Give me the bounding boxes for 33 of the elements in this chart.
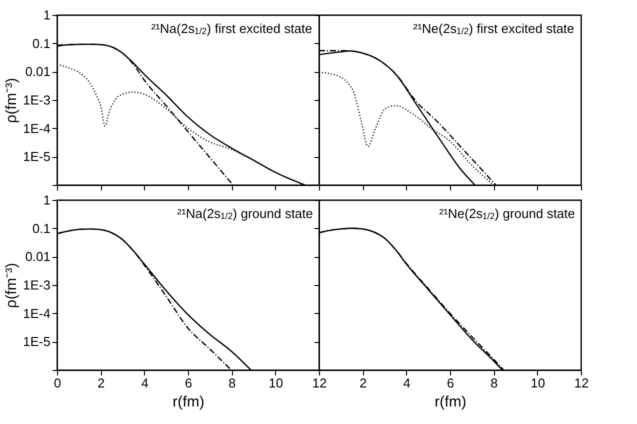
- y-tick-label: 1E-5: [23, 334, 50, 350]
- x-tick-label: 10: [268, 376, 284, 390]
- x-tick-label: 2: [360, 376, 367, 390]
- y-tick-label: 0.01: [25, 64, 50, 80]
- x-tick-label: 8: [490, 376, 498, 390]
- x-tick-label: 10: [530, 376, 546, 390]
- x-tick-label: 12: [312, 376, 327, 390]
- x-axis-title: r(fm): [172, 394, 204, 410]
- y-axis-title: ρ(fm⁻³): [3, 262, 20, 308]
- y-tick-label: 0.1: [32, 36, 50, 51]
- y-tick-label: 1E-3: [23, 278, 50, 292]
- y-tick-label: 1E-5: [23, 149, 50, 164]
- x-tick-label: 6: [446, 376, 454, 390]
- x-axis-title: r(fm): [434, 394, 466, 410]
- x-tick-label: 4: [141, 376, 148, 390]
- y-tick-label: 1E-4: [23, 306, 50, 321]
- x-tick-label: 6: [184, 376, 192, 390]
- y-tick-label: 1: [43, 8, 50, 22]
- y-axis-title: ρ(fm⁻³): [3, 78, 20, 124]
- text: ²¹Na(2s1/2) ground state: [177, 206, 314, 221]
- x-tick-label: 0: [54, 376, 62, 390]
- text: ²¹Ne(2s1/2) first excited state: [413, 21, 574, 36]
- y-tick-label: 0.01: [25, 249, 50, 264]
- y-tick-label: 1E-3: [23, 92, 50, 108]
- y-tick-label: 1: [43, 192, 50, 208]
- x-tick-label: 4: [403, 376, 410, 390]
- x-tick-label: 8: [228, 376, 236, 390]
- x-tick-label: 2: [98, 376, 105, 390]
- text: ²¹Na(2s1/2) first excited state: [151, 21, 312, 36]
- x-tick-label: 12: [574, 376, 589, 390]
- y-tick-label: 0.1: [32, 220, 50, 236]
- y-tick-label: 1E-4: [23, 120, 50, 136]
- text: ²¹Ne(2s1/2) ground state: [439, 206, 576, 221]
